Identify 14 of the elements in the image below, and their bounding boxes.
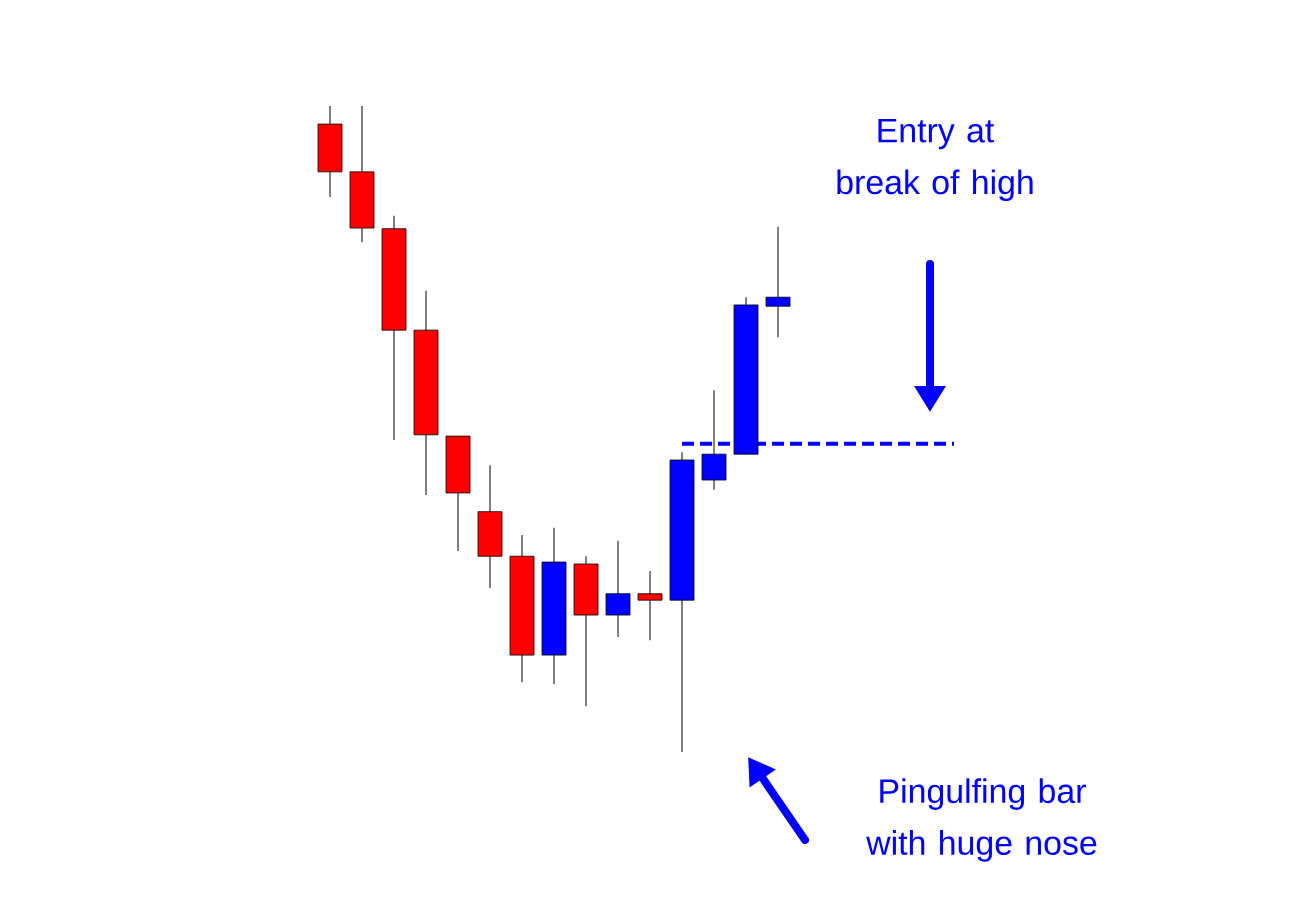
candlestick: [317, 105, 343, 198]
candlestick: [349, 105, 375, 243]
candlestick: [381, 215, 407, 441]
text: Pingulfing bar with huge nose: [866, 778, 1097, 862]
candlestick: [637, 570, 663, 641]
candlestick: [509, 534, 535, 683]
text: Entry at break of high: [837, 118, 1033, 202]
candlestick: [573, 555, 599, 707]
candlestick: [541, 527, 567, 685]
candlestick: [413, 290, 439, 496]
candlestick: [477, 464, 503, 589]
candlestick: [669, 451, 695, 753]
candlestick: [765, 226, 791, 338]
candlestick: [605, 540, 631, 638]
